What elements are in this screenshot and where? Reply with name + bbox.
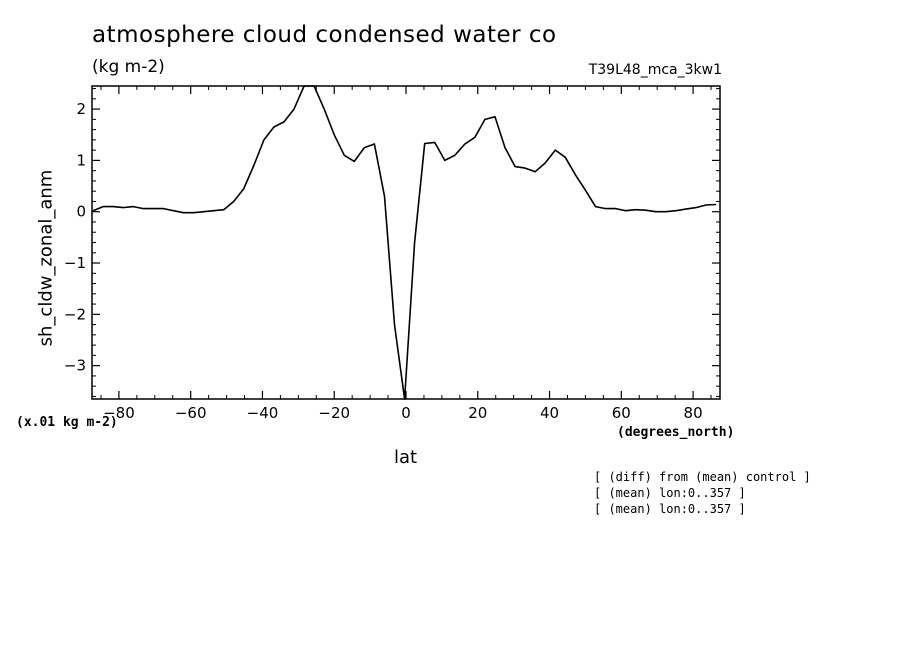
- chart-title: atmosphere cloud condensed water co: [92, 22, 557, 48]
- annotation-mean-lon: [ (mean) lon:0..357 ]: [594, 486, 746, 500]
- y-tick-label: 2: [76, 100, 86, 118]
- y-tick-label: 0: [76, 203, 86, 221]
- plot-frame: [91, 85, 721, 400]
- x-tick-label: 80: [684, 404, 703, 422]
- x-axis-units: (degrees_north): [617, 425, 735, 440]
- x-tick-label: −40: [247, 404, 279, 422]
- x-tick-label: −20: [318, 404, 350, 422]
- x-axis-label: lat: [394, 447, 418, 468]
- series-line: [92, 85, 717, 400]
- x-tick-label: 20: [468, 404, 487, 422]
- x-tick-label: 60: [612, 404, 631, 422]
- annotation-diff: [ (diff) from (mean) control ]: [594, 470, 811, 484]
- y-tick-label: −3: [64, 357, 86, 375]
- x-tick-label: −60: [175, 404, 207, 422]
- y-tick-label: −1: [64, 254, 86, 272]
- annotation-mean-lon-2: [ (mean) lon:0..357 ]: [594, 502, 746, 516]
- y-tick-label: −2: [64, 305, 86, 323]
- chart-units: (kg m-2): [92, 57, 165, 77]
- x-tick-label: 40: [540, 404, 559, 422]
- x-tick-label: −80: [103, 404, 135, 422]
- x-tick-label: 0: [401, 404, 411, 422]
- run-label: T39L48_mca_3kw1: [588, 62, 722, 78]
- y-tick-label: 1: [76, 151, 86, 169]
- y-scale-note: (x.01 kg m-2): [16, 415, 118, 430]
